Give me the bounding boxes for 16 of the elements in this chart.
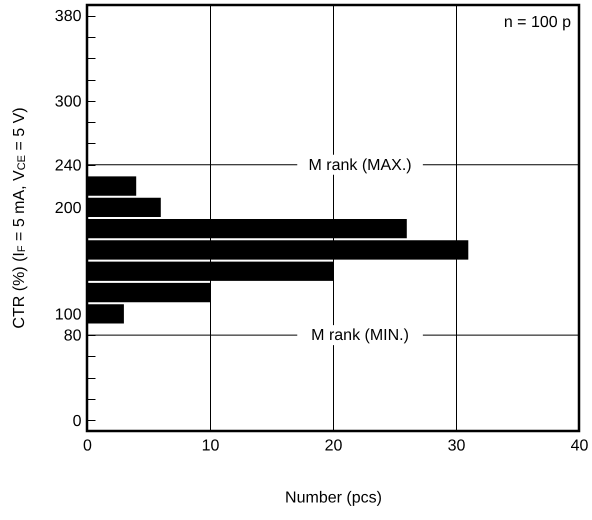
y-tick-label: 100: [54, 306, 82, 324]
x-tick-label: 10: [202, 438, 220, 454]
ref-line-label: M rank (MAX.): [308, 156, 412, 174]
x-tick-label: 40: [570, 438, 588, 454]
annotation: n = 100 p: [504, 14, 572, 31]
ref-line-label: M rank (MIN.): [311, 327, 409, 344]
x-tick-label: 0: [83, 438, 92, 454]
y-tick-label: 0: [72, 412, 82, 430]
y-tick-label: 300: [54, 93, 82, 110]
y-tick-label: 240: [54, 157, 82, 174]
x-tick-label: 30: [448, 438, 466, 454]
x-axis-title: Number (pcs): [285, 490, 382, 506]
y-tick-label: 380: [54, 8, 82, 26]
y-tick-label: 200: [54, 200, 82, 217]
y-tick-label: 80: [64, 328, 82, 345]
x-tick-label: 20: [324, 438, 342, 454]
